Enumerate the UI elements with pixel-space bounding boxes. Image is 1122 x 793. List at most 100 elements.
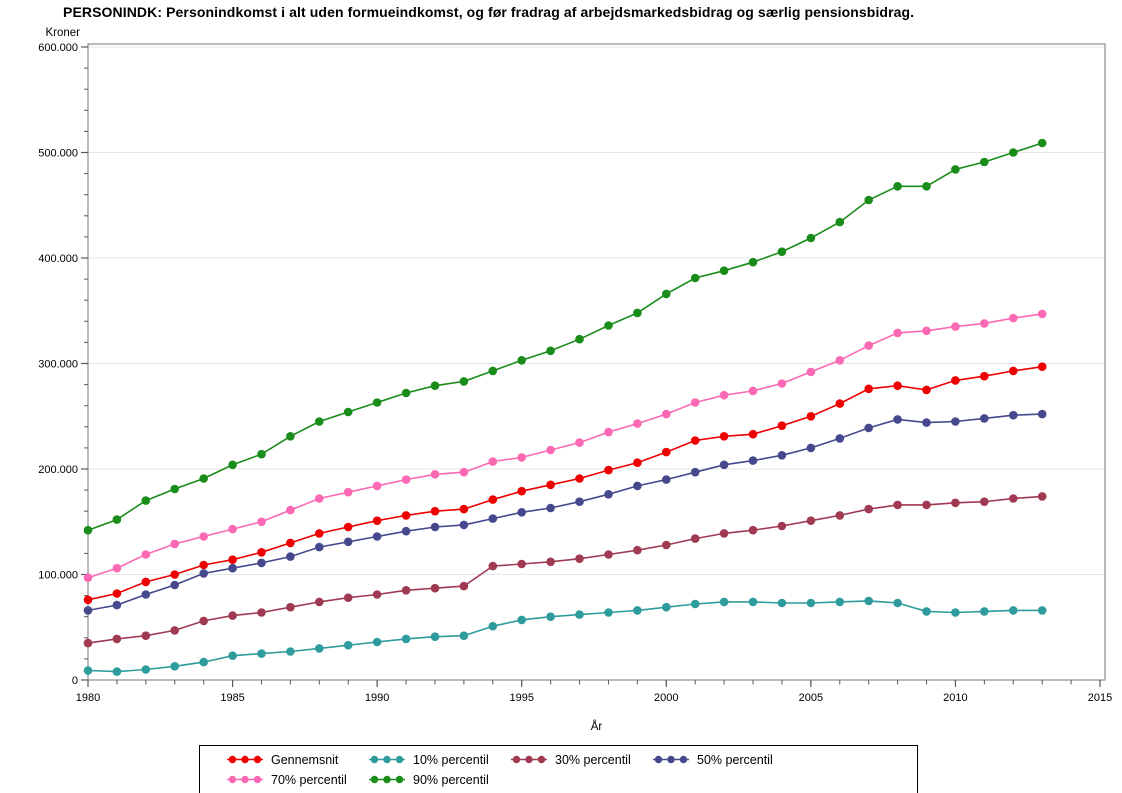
data-point xyxy=(315,542,324,552)
data-point xyxy=(748,386,758,396)
data-point xyxy=(864,423,873,433)
data-point xyxy=(575,497,584,507)
data-point xyxy=(604,321,613,330)
data-point xyxy=(893,328,902,338)
data-point xyxy=(199,657,208,667)
legend-marker-icon xyxy=(227,755,263,764)
data-point xyxy=(719,432,729,441)
data-point xyxy=(257,517,266,527)
data-point xyxy=(199,569,208,578)
data-point xyxy=(864,596,873,606)
data-point xyxy=(575,474,584,483)
data-point xyxy=(430,522,440,532)
data-point xyxy=(83,638,93,648)
data-point xyxy=(343,407,353,417)
data-point xyxy=(170,539,179,549)
legend-marker-icon xyxy=(369,755,405,764)
data-point xyxy=(257,558,266,568)
data-point xyxy=(141,631,151,640)
data-point xyxy=(257,608,266,617)
x-tick-label: 2000 xyxy=(654,692,678,704)
legend-label: 90% percentil xyxy=(413,772,489,787)
data-point xyxy=(372,516,382,525)
x-tick-label: 2015 xyxy=(1088,692,1112,704)
data-point xyxy=(893,500,902,510)
legend-marker-icon xyxy=(227,775,263,784)
data-point xyxy=(372,637,382,647)
data-point xyxy=(459,467,469,477)
data-point xyxy=(372,481,382,491)
data-point xyxy=(893,415,902,424)
data-point xyxy=(951,498,960,508)
legend-marker-icon xyxy=(369,775,405,784)
data-point xyxy=(430,381,440,391)
data-point xyxy=(546,612,555,621)
data-point xyxy=(546,480,555,490)
data-point xyxy=(748,456,758,465)
data-point xyxy=(980,319,989,328)
data-point xyxy=(604,427,613,437)
data-point xyxy=(315,644,324,653)
legend-marker-icon xyxy=(653,755,689,764)
legend-label: 50% percentil xyxy=(697,752,773,767)
data-point xyxy=(951,417,960,426)
data-point xyxy=(806,598,816,608)
legend-item: 10% percentil xyxy=(368,750,510,769)
data-point xyxy=(401,511,411,520)
data-point xyxy=(1037,309,1047,319)
x-tick-label: 1990 xyxy=(365,692,389,704)
data-point xyxy=(286,647,295,656)
y-tick-label: 100.000 xyxy=(38,570,78,582)
x-tick-label: 1985 xyxy=(220,692,244,704)
data-point xyxy=(459,631,469,640)
y-tick-label: 0 xyxy=(72,675,78,687)
data-point xyxy=(372,398,382,407)
data-point xyxy=(835,356,845,365)
data-point xyxy=(459,581,469,591)
data-point xyxy=(170,626,179,635)
data-point xyxy=(662,540,671,550)
legend: Gennemsnit 10% percentil 30% percentil 50% … xyxy=(199,745,918,793)
data-point xyxy=(633,458,642,468)
data-point xyxy=(864,384,873,394)
data-point xyxy=(430,583,440,593)
data-point xyxy=(980,497,989,507)
data-point xyxy=(951,165,960,174)
data-point xyxy=(257,449,266,459)
data-point xyxy=(83,573,93,582)
data-point xyxy=(257,649,266,658)
data-point xyxy=(777,598,787,608)
data-point xyxy=(719,266,729,276)
data-point xyxy=(141,665,151,674)
data-point xyxy=(286,432,295,441)
data-point xyxy=(459,520,469,530)
data-point xyxy=(141,590,151,599)
legend-item: 70% percentil xyxy=(226,770,368,789)
data-point xyxy=(488,457,498,466)
data-point xyxy=(372,532,382,541)
data-point xyxy=(922,607,931,616)
series-70-percentil xyxy=(83,309,1047,582)
data-point xyxy=(401,526,411,536)
data-point xyxy=(922,182,931,191)
data-point xyxy=(430,470,440,479)
data-point xyxy=(690,534,700,543)
data-point xyxy=(199,560,208,570)
data-point xyxy=(662,475,671,484)
plot-frame xyxy=(87,43,1106,681)
data-point xyxy=(980,371,989,381)
data-point xyxy=(835,434,845,443)
data-point xyxy=(517,615,526,625)
x-tick-label: 2005 xyxy=(799,692,823,704)
data-point xyxy=(662,447,671,457)
data-point xyxy=(83,666,93,675)
data-point xyxy=(777,421,787,431)
data-point xyxy=(922,385,931,395)
data-point xyxy=(1037,409,1047,419)
data-point xyxy=(112,515,122,524)
data-point xyxy=(1037,362,1047,372)
data-point xyxy=(517,508,526,517)
data-point xyxy=(372,590,382,599)
data-point xyxy=(864,195,873,205)
